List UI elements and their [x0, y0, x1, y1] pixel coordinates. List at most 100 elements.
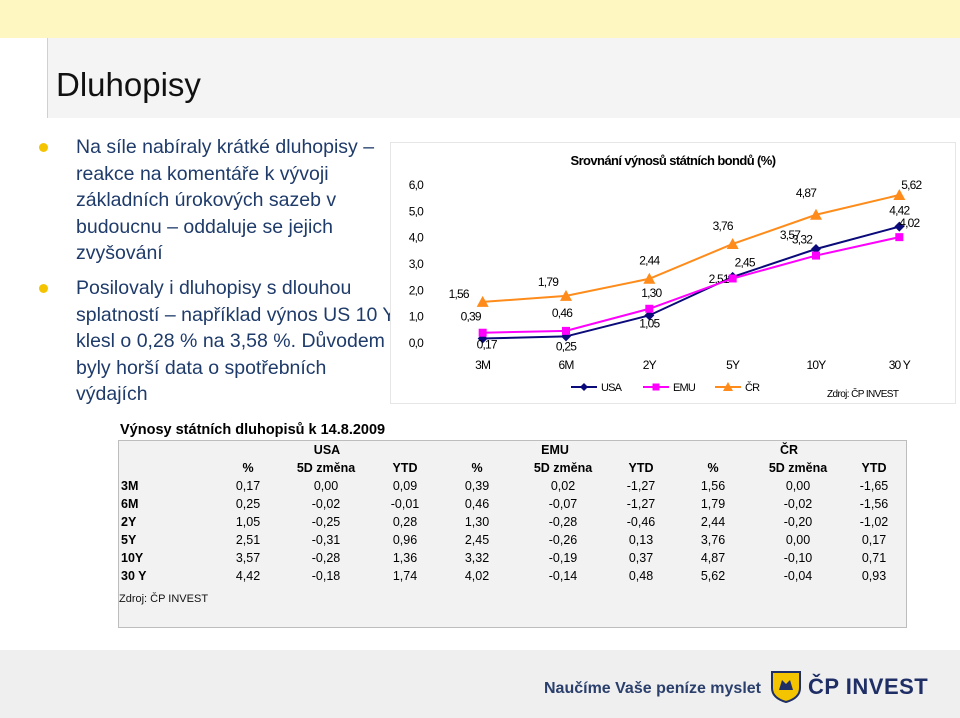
- table-cell: 2,44: [700, 515, 726, 529]
- top-band: [0, 0, 960, 38]
- y-tick-label: 2,0: [409, 283, 424, 297]
- table-cell: 2,51: [235, 533, 261, 547]
- data-label: 1,56: [449, 287, 470, 301]
- table-cell: 0,39: [464, 479, 490, 493]
- table-cell: -1,65: [859, 479, 889, 493]
- data-label: 1,30: [641, 286, 662, 300]
- data-point-marker: [643, 272, 656, 284]
- data-point-marker: [893, 189, 906, 201]
- table-cell: -0,10: [783, 551, 813, 565]
- bullet-item: Na síle nabíraly krátké dluhopisy – reak…: [38, 134, 398, 267]
- column-header: %: [471, 461, 483, 475]
- table-cell: 1,74: [392, 569, 418, 583]
- table-row: 3M 0,17 0,00 0,09 0,39 0,02 -1,27 1,56 0,00 -1,65: [119, 477, 905, 495]
- x-tick-label: 5Y: [726, 358, 740, 372]
- yield-chart: Srovnání výnosů státních bondů (%) 6,0 5,0…: [390, 142, 956, 404]
- table-cell: 0,71: [861, 551, 887, 565]
- table-cell: -0,07: [548, 497, 578, 511]
- table-cell: 4,87: [700, 551, 726, 565]
- data-point-marker: [478, 328, 487, 337]
- row-label: 30 Y: [121, 569, 147, 583]
- data-point-marker: [562, 326, 570, 335]
- data-point-marker: [476, 295, 489, 307]
- data-label: 1,05: [639, 316, 660, 330]
- table-cell: 4,42: [235, 569, 261, 583]
- data-point-marker: [810, 208, 822, 220]
- table-subheader: % 5D změna YTD% 5D změna YTD% 5D změna YTD: [119, 459, 905, 477]
- table-cell: 0,46: [464, 497, 490, 511]
- table-cell: -0,01: [390, 497, 420, 511]
- footer-slogan: Naučíme Vaše peníze myslet: [544, 680, 761, 697]
- table-cell: 1,30: [464, 515, 490, 529]
- legend-marker: [652, 383, 660, 391]
- data-point-marker: [728, 274, 737, 283]
- table-row: 30 Y 4,42 -0,18 1,74 4,02 -0,14 0,48 5,62 -0,04 0…: [119, 567, 905, 585]
- data-label: 1,79: [538, 275, 559, 289]
- table-row: 6M 0,25 -0,02 -0,01 0,46 -0,07 -1,27 1,79 -0,02 -…: [119, 495, 905, 513]
- table-cell: -0,18: [311, 569, 341, 583]
- row-label: 10Y: [121, 551, 144, 565]
- data-label: 3,57: [780, 228, 801, 242]
- x-tick-label: 2Y: [643, 358, 657, 372]
- table-cell: -0,04: [783, 569, 813, 583]
- column-header: %: [707, 461, 719, 475]
- data-label: 5,62: [901, 178, 922, 192]
- data-point-marker: [812, 251, 820, 260]
- data-point-marker: [726, 237, 739, 249]
- table-cell: 0,17: [235, 479, 261, 493]
- table-row: 2Y 1,05 -0,25 0,28 1,30 -0,28 -0,46 2,44 -0,20 -1…: [119, 513, 905, 531]
- table-cell: 0,96: [392, 533, 418, 547]
- table-cell: 5,62: [700, 569, 726, 583]
- table-cell: 0,48: [628, 569, 654, 583]
- table-cell: 0,02: [550, 479, 576, 493]
- table-cell: -0,02: [783, 497, 813, 511]
- table-cell: 0,09: [392, 479, 418, 493]
- table-cell: 3,57: [235, 551, 261, 565]
- title-band: [47, 38, 960, 118]
- table-cell: 0,17: [861, 533, 887, 547]
- table-cell: 1,36: [392, 551, 418, 565]
- data-label: 2,51: [709, 272, 730, 286]
- table-cell: 1,79: [700, 497, 726, 511]
- legend-marker: [723, 382, 733, 391]
- legend-label: EMU: [673, 382, 696, 394]
- table-cell: -1,27: [626, 497, 656, 511]
- y-tick-label: 5,0: [409, 204, 424, 218]
- data-point-marker: [645, 304, 654, 313]
- table-row: 10Y 3,57 -0,28 1,36 3,32 -0,19 0,37 4,87 -0,10 0,…: [119, 549, 905, 567]
- table-cell: -0,46: [626, 515, 656, 529]
- column-header: %: [242, 461, 254, 475]
- group-cr: ČR: [779, 443, 799, 457]
- data-point-marker: [895, 233, 904, 242]
- table-cell: 2,45: [464, 533, 490, 547]
- y-tick-label: 3,0: [409, 257, 424, 271]
- table-cell: -0,31: [311, 533, 341, 547]
- lion-crest-icon: [771, 671, 801, 704]
- group-usa: USA: [313, 443, 341, 457]
- data-point-marker: [644, 310, 655, 321]
- x-tick-label: 6M: [558, 358, 574, 372]
- data-point-marker: [811, 243, 821, 254]
- group-emu: EMU: [541, 443, 569, 457]
- table-cell: -0,25: [311, 515, 341, 529]
- table-cell: -0,20: [783, 515, 813, 529]
- data-label: 4,87: [796, 186, 817, 200]
- bullet-item: Posilovaly i dluhopisy s dlouhou splatno…: [38, 275, 398, 408]
- data-point-marker: [894, 221, 905, 232]
- data-label: 4,02: [899, 216, 920, 230]
- series-line-čr: [482, 194, 900, 303]
- y-tick-label: 4,0: [409, 231, 424, 245]
- data-label: 2,45: [735, 255, 756, 269]
- table-cell: -0,19: [548, 551, 578, 565]
- table-cell: 0,00: [785, 533, 811, 547]
- y-tick-label: 6,0: [409, 178, 424, 192]
- data-label: 3,76: [713, 219, 734, 233]
- table-cell: 4,02: [464, 569, 490, 583]
- table-cell: -1,02: [859, 515, 889, 529]
- row-label: 3M: [121, 479, 139, 493]
- table-title: Výnosy státních dluhopisů k 14.8.2009: [120, 422, 386, 438]
- table-cell: 0,13: [628, 533, 654, 547]
- data-point-marker: [560, 289, 572, 301]
- table-cell: 0,25: [235, 497, 261, 511]
- chart-source: Zdroj: ČP INVEST: [827, 387, 899, 400]
